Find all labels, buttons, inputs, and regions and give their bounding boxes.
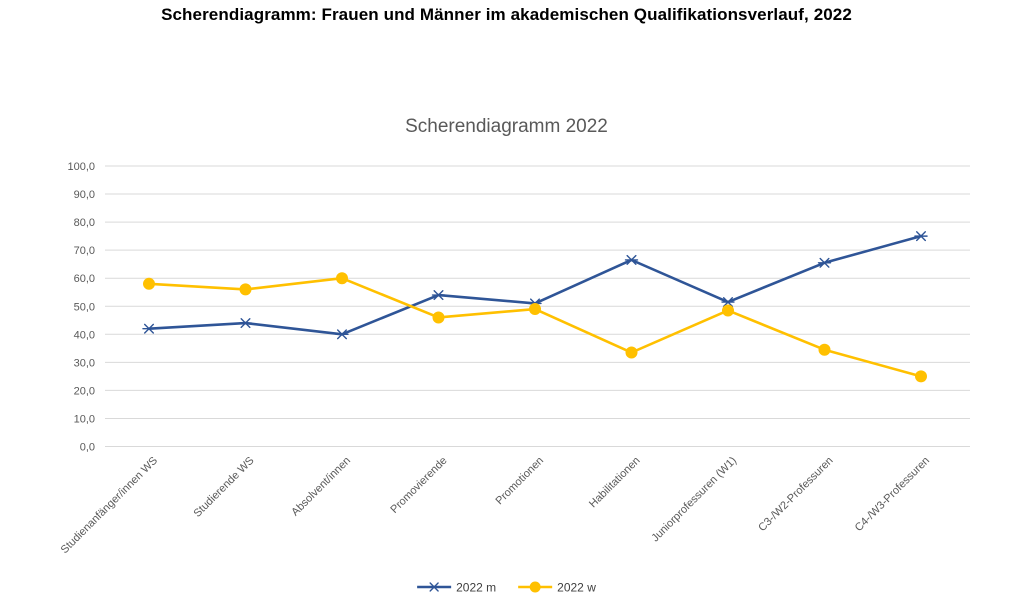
chart-title: Scherendiagramm 2022: [405, 116, 608, 137]
y-axis-tick-label: 90,0: [74, 189, 95, 201]
y-axis-tick-label: 0,0: [80, 442, 95, 454]
x-axis-category-label: Promotionen: [494, 455, 547, 508]
y-axis-tick-label: 100,0: [67, 161, 95, 173]
x-axis-category-label: C3-/W2-Professuren: [756, 455, 835, 534]
y-axis-tick-label: 50,0: [74, 301, 95, 313]
asterisk-marker: [240, 318, 251, 329]
x-axis-category-label: Juniorprofessuren (W1): [649, 455, 739, 545]
legend-item-2022-m: 2022 m: [417, 581, 496, 595]
series-line-2022-w: [147, 276, 923, 378]
asterisk-marker: [429, 582, 439, 592]
x-axis-category-label: C4-/W3-Professuren: [853, 455, 932, 534]
x-axis-category-label: Habilitationen: [587, 455, 643, 511]
x-axis-category-label: Promovierende: [388, 455, 449, 516]
legend-item-2022-w: 2022 w: [518, 581, 596, 595]
asterisk-marker: [722, 297, 734, 308]
circle-marker: [722, 304, 734, 317]
y-axis-tick-label: 20,0: [74, 385, 95, 397]
chart-legend: 2022 m 2022 w: [417, 581, 596, 595]
circle-marker: [529, 581, 541, 593]
circle-marker: [915, 370, 927, 383]
y-axis-tick-label: 40,0: [74, 329, 95, 341]
x-axis-category-label: Studierende WS: [191, 455, 256, 520]
asterisk-marker: [433, 290, 444, 301]
y-gridlines: [105, 165, 970, 447]
legend-label: 2022 w: [557, 581, 596, 595]
asterisk-marker: [143, 323, 155, 334]
circle-marker: [529, 303, 541, 316]
circle-marker: [818, 343, 831, 356]
x-axis-category-labels: Studienanfänger/innen WS Studierende WS Ab…: [59, 455, 932, 556]
circle-marker: [239, 283, 252, 296]
asterisk-marker: [819, 257, 830, 268]
y-axis-tick-label: 10,0: [74, 413, 95, 425]
x-axis-category-label: Absolvent/innen: [289, 455, 353, 519]
y-axis-tick-label: 30,0: [74, 357, 95, 369]
circle-marker: [336, 272, 348, 285]
circle-marker: [432, 311, 445, 324]
series-line-2022-m: [147, 234, 923, 336]
y-axis-tick-labels: 0,0 10,0 20,0 30,0 40,0 50,0 60,0 70,0 80,0 90,0 1…: [67, 161, 95, 454]
y-axis-tick-label: 80,0: [74, 217, 95, 229]
circle-marker: [143, 277, 155, 290]
series-2022-m: [142, 231, 928, 340]
asterisk-marker: [915, 231, 927, 242]
page-title: Scherendiagramm: Frauen und Männer im ak…: [161, 5, 852, 24]
y-axis-tick-label: 60,0: [74, 273, 95, 285]
y-axis-tick-label: 70,0: [74, 245, 95, 257]
x-axis-category-label: Studienanfänger/innen WS: [59, 455, 160, 556]
asterisk-marker: [336, 329, 348, 340]
circle-marker: [625, 346, 638, 359]
series-2022-w: [143, 272, 927, 383]
legend-label: 2022 m: [456, 581, 496, 595]
asterisk-marker: [626, 254, 637, 265]
